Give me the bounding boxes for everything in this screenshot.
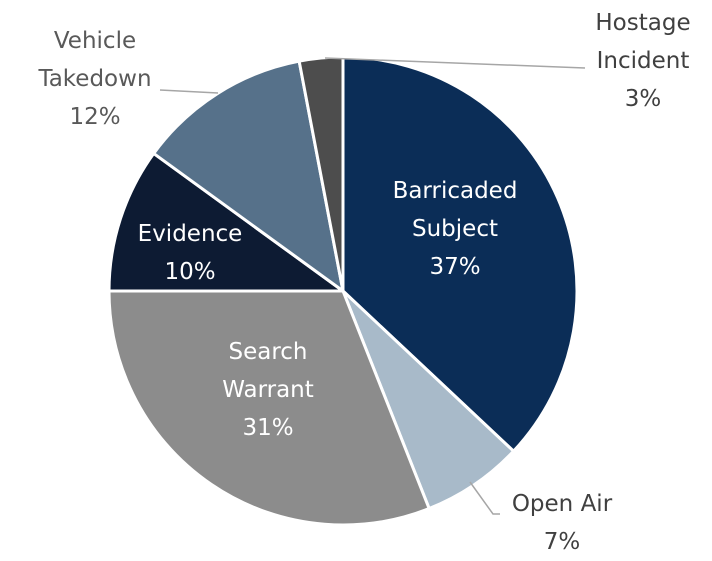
category-name: Barricaded Subject	[392, 178, 518, 242]
value-label: 12%	[69, 104, 121, 130]
value-label: 3%	[624, 86, 662, 112]
slice-label: Barricaded Subject 37%	[380, 172, 530, 286]
category-name: Search Warrant	[222, 339, 314, 403]
value-label: 7%	[543, 529, 581, 555]
slice-label: Vehicle Takedown 12%	[25, 22, 165, 136]
slice-label: Search Warrant 31%	[208, 333, 328, 447]
pie-slice	[107, 151, 345, 293]
leader-line	[324, 57, 586, 69]
category-name: Evidence	[137, 221, 243, 247]
category-name: Open Air	[511, 491, 613, 517]
leader-line	[469, 481, 500, 515]
category-name: Vehicle Takedown	[38, 28, 152, 92]
slice-label: Open Air 7%	[477, 485, 647, 561]
pie-slice	[107, 289, 431, 527]
value-label: 10%	[164, 259, 216, 285]
pie-slice	[341, 55, 579, 453]
leader-line	[159, 89, 219, 94]
pie-slice	[297, 55, 345, 293]
value-label: 31%	[242, 415, 294, 441]
pie-slice	[341, 289, 516, 511]
slice-label: Evidence 10%	[115, 215, 265, 291]
slices	[107, 55, 579, 527]
category-name: Hostage Incident	[595, 10, 691, 74]
value-label: 37%	[429, 254, 481, 280]
slice-label: Hostage Incident 3%	[583, 4, 703, 118]
